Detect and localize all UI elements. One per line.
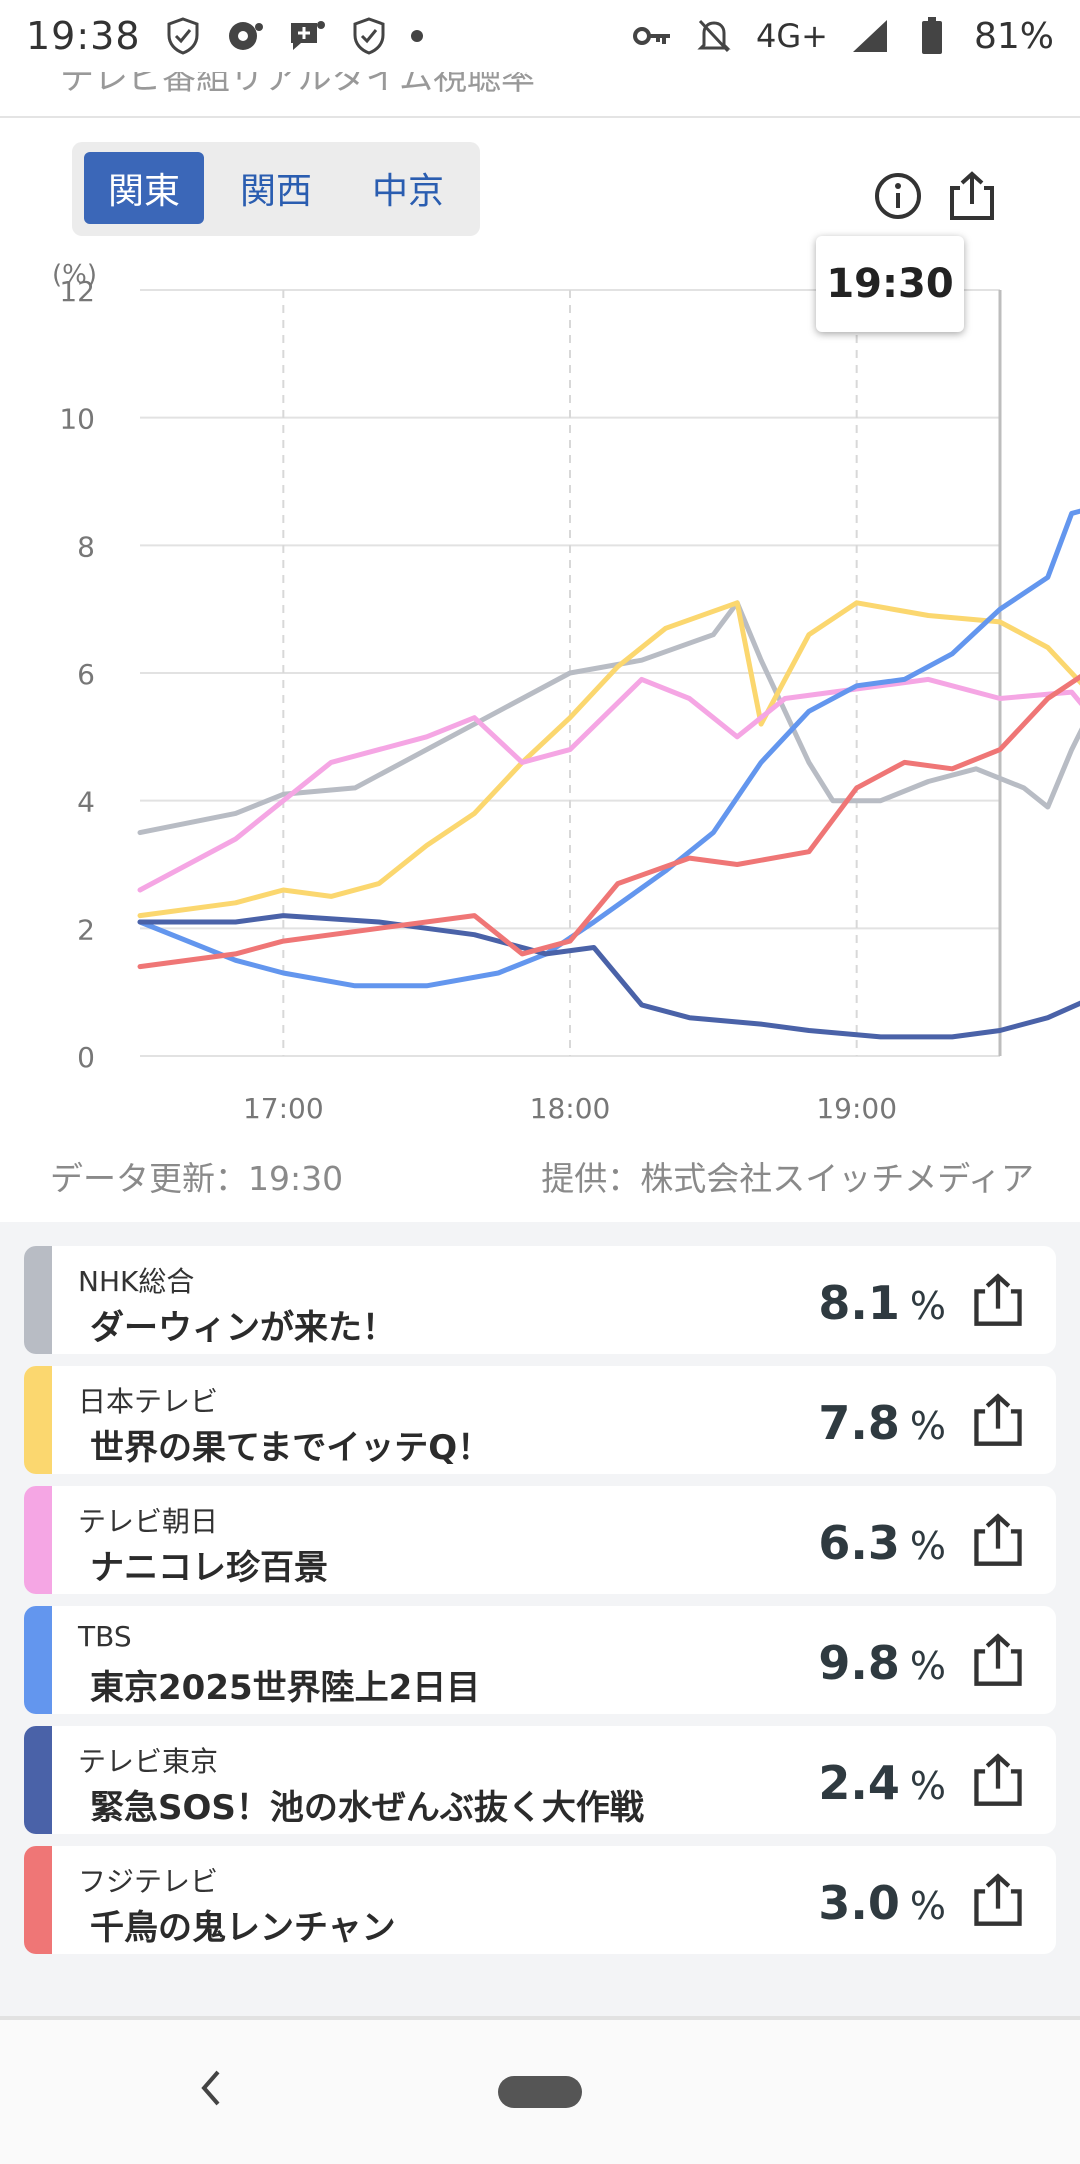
- program-title: 東京2025世界陸上2日目: [90, 1668, 481, 1708]
- page-header-strip: テレビ番組リアルタイム視聴率: [0, 72, 1080, 118]
- program-title: 千鳥の鬼レンチャン: [90, 1908, 396, 1948]
- channel-name: フジテレビ: [78, 1865, 219, 1898]
- tab-kansai[interactable]: 関西: [239, 171, 312, 212]
- y-tick-label: 10: [59, 403, 95, 436]
- y-tick-label: 0: [77, 1041, 95, 1074]
- rating-value: 8.1%: [818, 1276, 946, 1330]
- share-icon[interactable]: [970, 1392, 1026, 1448]
- list-item[interactable]: 日本テレビ 世界の果てまでイッテQ！ 7.8%: [24, 1366, 1056, 1474]
- data-updated-text: データ更新：19:30: [50, 1159, 344, 1198]
- series-line: [137, 508, 1080, 989]
- network-type: 4G+: [756, 17, 828, 55]
- rating-line-chart: 0 2 4 6 8 10 12(%) 17:00 18:00 19:00: [52, 260, 1080, 1125]
- status-bar: 19:38 4G+ 81%: [0, 0, 1080, 72]
- channel-name: TBS: [78, 1620, 132, 1653]
- battery-level: 81%: [973, 15, 1054, 57]
- list-item[interactable]: NHK総合 ダーウィンが来た！ 8.1%: [24, 1246, 1056, 1354]
- rating-value: 2.4%: [818, 1756, 946, 1810]
- back-icon[interactable]: [190, 2060, 230, 2116]
- series-line: [137, 676, 1080, 893]
- list-item[interactable]: フジテレビ 千鳥の鬼レンチャン 3.0%: [24, 1846, 1056, 1954]
- channel-color-bar: [24, 1246, 52, 1354]
- notification-dot-icon: [410, 30, 423, 42]
- share-icon[interactable]: [970, 1752, 1026, 1808]
- status-time: 19:38: [26, 14, 141, 58]
- share-icon[interactable]: [970, 1632, 1026, 1688]
- x-tick-label: 18:00: [530, 1092, 611, 1125]
- y-tick-label: 2: [77, 913, 95, 946]
- channel-color-bar: [24, 1366, 52, 1474]
- chart-card: 関東 関西 中京 0 2 4 6 8 10 12 (%) 17:00 18:00 19:00 19:…: [0, 118, 1080, 1222]
- program-title: 緊急SOS！池の水ぜんぶ抜く大作戦: [90, 1788, 644, 1828]
- x-tick-label: 17:00: [243, 1092, 324, 1125]
- rating-value: 7.8%: [818, 1396, 946, 1450]
- shield-icon: [163, 16, 203, 56]
- chat-add-icon: [287, 16, 327, 56]
- rating-value: 6.3%: [818, 1516, 946, 1570]
- channel-color-bar: [24, 1726, 52, 1834]
- channel-color-bar: [24, 1606, 52, 1714]
- series-line: [137, 600, 1080, 919]
- y-tick-label: 12: [59, 275, 95, 308]
- channel-name: テレビ東京: [78, 1745, 219, 1778]
- list-item[interactable]: TBS 東京2025世界陸上2日目 9.8%: [24, 1606, 1056, 1714]
- battery-icon: [912, 16, 952, 56]
- program-title: ダーウィンが来た！: [90, 1308, 396, 1348]
- data-provider-text: 提供：株式会社スイッチメディア: [541, 1159, 1034, 1198]
- x-tick-label: 19:00: [816, 1092, 897, 1125]
- channel-name: NHK総合: [78, 1265, 195, 1298]
- channel-color-bar: [24, 1486, 52, 1594]
- tab-chukyo[interactable]: 中京: [371, 171, 444, 212]
- time-tooltip: 19:30: [816, 236, 964, 332]
- program-title: 世界の果てまでイッテQ！: [90, 1428, 492, 1468]
- series-line: [137, 600, 1080, 836]
- signal-icon: [850, 16, 890, 56]
- y-axis-unit: (%): [52, 260, 97, 290]
- share-icon[interactable]: [970, 1272, 1026, 1328]
- y-tick-label: 8: [77, 530, 95, 563]
- vpn-key-icon: [632, 16, 672, 56]
- rating-value: 3.0%: [818, 1876, 946, 1930]
- info-icon[interactable]: [868, 166, 928, 226]
- system-nav-bar: [0, 2016, 1080, 2164]
- list-item[interactable]: テレビ朝日 ナニコレ珍百景 6.3%: [24, 1486, 1056, 1594]
- y-tick-label: 6: [77, 658, 95, 691]
- region-tabs: 関東 関西 中京: [72, 142, 480, 236]
- mute-bell-icon: [694, 16, 734, 56]
- share-icon[interactable]: [942, 166, 1002, 226]
- series-line: [137, 674, 1080, 970]
- channel-name: 日本テレビ: [78, 1385, 219, 1418]
- sync-icon: [225, 16, 265, 56]
- rating-value: 9.8%: [818, 1636, 946, 1690]
- tab-kanto[interactable]: 関東: [84, 152, 204, 224]
- page-header-text: テレビ番組リアルタイム視聴率: [60, 72, 535, 98]
- home-button[interactable]: [498, 2076, 582, 2108]
- channel-color-bar: [24, 1846, 52, 1954]
- program-title: ナニコレ珍百景: [90, 1548, 328, 1588]
- y-tick-label: 4: [77, 786, 95, 819]
- list-item[interactable]: テレビ東京 緊急SOS！池の水ぜんぶ抜く大作戦 2.4%: [24, 1726, 1056, 1834]
- share-icon[interactable]: [970, 1872, 1026, 1928]
- shield-icon: [349, 16, 389, 56]
- channel-name: テレビ朝日: [78, 1505, 219, 1538]
- share-icon[interactable]: [970, 1512, 1026, 1568]
- program-list: NHK総合 ダーウィンが来た！ 8.1% 日本テレビ 世界の果てまでイッテQ！ …: [24, 1246, 1056, 1966]
